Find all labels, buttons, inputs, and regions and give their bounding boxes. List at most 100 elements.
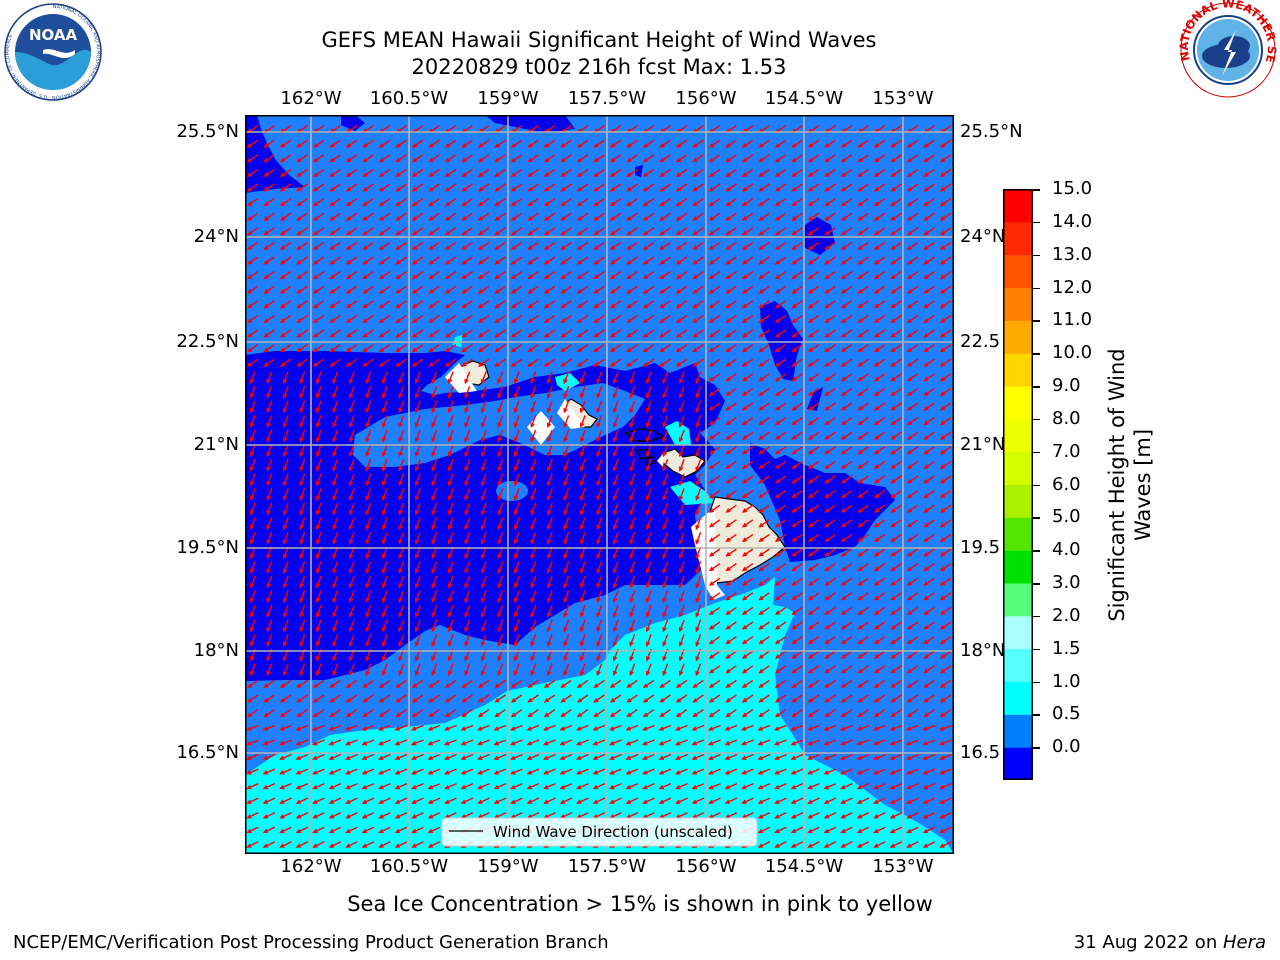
wind-wave-arrowhead (725, 406, 731, 411)
wind-wave-arrow (726, 460, 737, 469)
wind-wave-arrowhead (411, 143, 418, 148)
wind-wave-arrow (858, 679, 869, 688)
wind-wave-arrowhead (299, 466, 304, 472)
wind-wave-arrowhead (725, 668, 731, 674)
wind-wave-arrow (709, 650, 721, 659)
wind-wave-arrow (264, 329, 275, 338)
wind-wave-arrowhead (266, 539, 271, 545)
wind-wave-arrowhead (493, 770, 500, 775)
wind-wave-arrowhead (906, 784, 912, 790)
wind-wave-arrowhead (840, 333, 847, 338)
wind-wave-arrow (660, 285, 671, 294)
wind-wave-arrow (544, 344, 556, 352)
wind-wave-arrowhead (365, 393, 370, 399)
wind-wave-arrowhead (513, 612, 519, 618)
wind-wave-arrow (495, 212, 506, 221)
wind-wave-arrowhead (626, 712, 632, 718)
wind-wave-arrowhead (480, 612, 486, 618)
wind-wave-arrowhead (513, 656, 519, 662)
wind-wave-arrow (478, 154, 490, 163)
wind-wave-arrow (396, 271, 407, 279)
wind-wave-arrowhead (559, 741, 565, 746)
wind-wave-arrowhead (708, 172, 715, 178)
wind-wave-arrowhead (758, 522, 764, 528)
wind-wave-arrowhead (824, 712, 830, 718)
wind-wave-arrow (247, 826, 259, 834)
wind-wave-arrowhead (626, 318, 632, 324)
wind-wave-arrowhead (282, 597, 288, 604)
wind-wave-arrowhead (246, 741, 252, 746)
wind-wave-arrow (825, 198, 836, 206)
wind-wave-arrow (462, 709, 473, 717)
wind-wave-arrowhead (675, 755, 681, 760)
wind-wave-arrow (429, 256, 440, 265)
wind-wave-arrow (264, 314, 275, 323)
wind-wave-arrow (726, 665, 737, 674)
wind-wave-arrowhead (447, 656, 453, 662)
wind-wave-arrowhead (939, 201, 946, 207)
wind-wave-arrow (561, 241, 572, 250)
wind-wave-arrowhead (381, 612, 387, 618)
wind-wave-arrow (415, 371, 421, 384)
wind-wave-arrowhead (266, 466, 271, 472)
wind-wave-arrowhead (431, 481, 436, 487)
wind-wave-arrowhead (444, 726, 450, 731)
wind-wave-arrow (514, 371, 520, 384)
wind-wave-arrowhead (461, 274, 467, 280)
wind-wave-arrowhead (296, 362, 302, 367)
wind-wave-arrow (396, 154, 407, 163)
wind-wave-arrow (297, 198, 308, 206)
wind-wave-arrow (940, 519, 952, 528)
wind-wave-arrowhead (708, 595, 715, 601)
wind-wave-arrow (363, 183, 374, 192)
wind-wave-arrow (528, 256, 539, 265)
wind-wave-arrowhead (315, 437, 321, 443)
wind-wave-arrowhead (659, 201, 665, 207)
wind-wave-arrowhead (510, 318, 517, 324)
wind-wave-arrow (825, 694, 836, 703)
wind-wave-arrowhead (414, 437, 420, 443)
wind-wave-arrow (445, 300, 457, 309)
lat-tick-label: 25.5°N (176, 121, 239, 142)
wind-wave-arrowhead (625, 741, 631, 746)
wind-wave-arrowhead (906, 799, 912, 804)
wind-wave-arrowhead (497, 481, 502, 487)
wind-wave-arrow (594, 227, 605, 236)
wind-wave-arrowhead (774, 449, 781, 455)
wind-wave-arrowhead (414, 656, 420, 662)
wind-wave-arrow (629, 517, 636, 530)
wind-wave-arrowhead (939, 216, 946, 221)
wind-wave-arrow (660, 694, 671, 703)
wind-wave-arrow (544, 183, 556, 192)
wind-wave-arrow (445, 198, 457, 206)
wind-wave-arrow (742, 533, 754, 542)
wind-wave-arrowhead (774, 391, 781, 397)
wind-wave-arrow (247, 154, 259, 163)
wind-wave-arrowhead (365, 451, 370, 458)
wind-wave-arrowhead (530, 656, 535, 662)
wind-wave-arrowhead (560, 712, 566, 718)
wind-wave-arrowhead (645, 437, 651, 443)
wind-wave-arrowhead (414, 568, 420, 574)
wind-wave-arrow (296, 841, 309, 848)
wind-wave-arrow (775, 621, 787, 630)
wind-wave-arrow (808, 782, 820, 790)
wind-wave-arrow (662, 400, 669, 413)
wind-wave-arrowhead (431, 466, 436, 472)
wind-wave-arrow (858, 256, 869, 265)
wind-wave-arrow (431, 619, 438, 632)
wind-wave-arrow (924, 665, 935, 674)
wind-wave-arrowhead (612, 641, 618, 647)
wind-wave-arrow (283, 502, 289, 515)
wind-wave-arrow (528, 358, 539, 367)
wind-wave-arrow (398, 371, 405, 384)
wind-wave-arrowhead (494, 318, 500, 324)
wind-wave-arrowhead (411, 318, 418, 324)
wind-wave-arrowhead (791, 668, 797, 674)
wind-wave-arrow (297, 285, 308, 294)
wind-wave-arrow (561, 139, 572, 148)
wind-wave-arrow (676, 753, 688, 760)
wind-wave-arrow (247, 212, 259, 221)
wind-wave-arrow (693, 300, 704, 309)
wind-wave-arrow (792, 271, 803, 279)
